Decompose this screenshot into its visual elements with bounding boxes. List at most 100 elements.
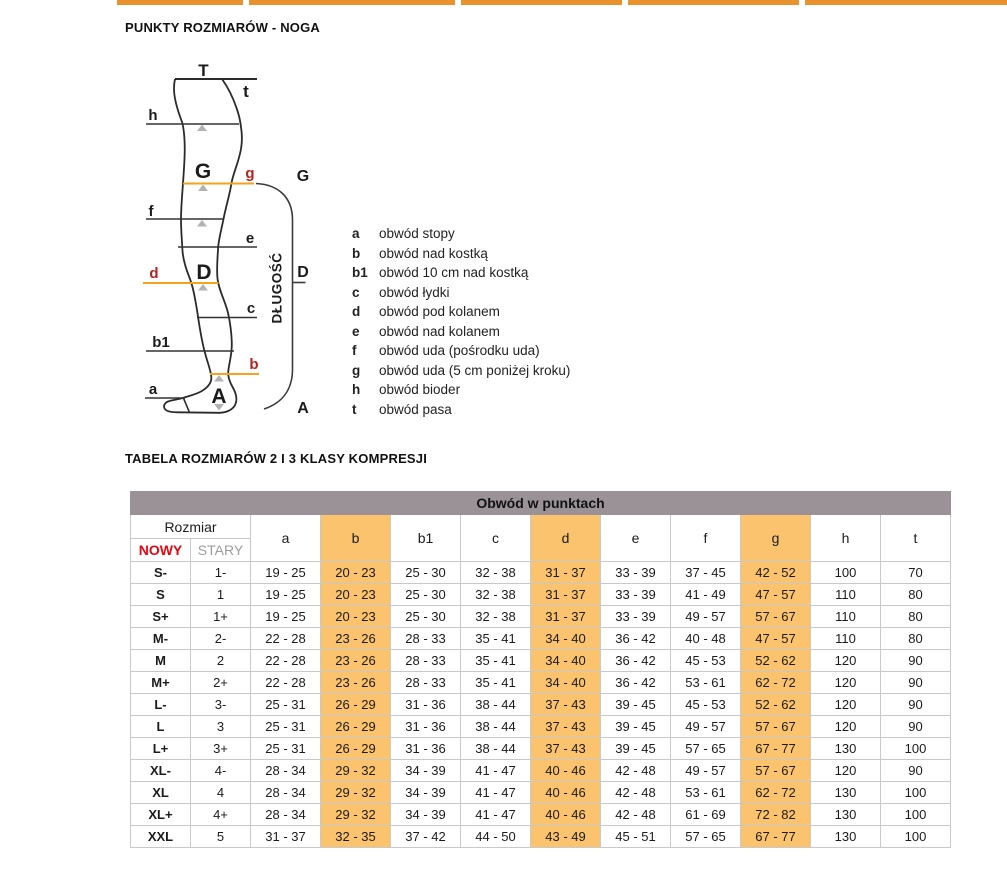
diagram-label-g: g (245, 165, 254, 182)
bracket-label-D: D (297, 264, 309, 281)
diagram-label-e: e (246, 230, 254, 247)
cell-old: 4 (190, 781, 251, 804)
marker-arrow-icon (197, 220, 207, 227)
cell-d: 31 - 37 (530, 561, 601, 584)
legend-text: obwód pasa (379, 401, 452, 417)
bracket-label-A: A (297, 400, 309, 417)
diagram-label-c: c (247, 300, 255, 317)
cell-e: 39 - 45 (600, 715, 671, 738)
cell-a: 19 - 25 (250, 605, 321, 628)
cell-b1: 34 - 39 (390, 759, 461, 782)
cell-e: 33 - 39 (600, 605, 671, 628)
cell-b: 20 - 23 (320, 561, 391, 584)
diagram-label-d: d (149, 265, 158, 282)
marker-arrow-icon (214, 375, 224, 382)
cell-e: 39 - 45 (600, 737, 671, 760)
legend-text: obwód łydki (379, 284, 450, 300)
col-header-e: e (600, 514, 671, 562)
col-header-f: f (670, 514, 741, 562)
cell-b: 29 - 32 (320, 803, 391, 826)
diagram-label-b: b (249, 356, 258, 373)
cell-t: 80 (880, 583, 951, 606)
cell-old: 2+ (190, 671, 251, 694)
cell-b1: 25 - 30 (390, 561, 461, 584)
legend-item: f obwód uda (pośrodku uda) (352, 341, 570, 361)
cell-f: 49 - 57 (670, 605, 741, 628)
cell-t: 100 (880, 737, 951, 760)
cell-old: 4- (190, 759, 251, 782)
cell-e: 36 - 42 (600, 649, 671, 672)
cell-t: 90 (880, 759, 951, 782)
cell-g: 67 - 77 (740, 737, 811, 760)
legend-text: obwód stopy (379, 226, 455, 241)
cell-old: 1 (190, 583, 251, 606)
cell-new: M- (130, 627, 191, 650)
legend-key: t (352, 401, 357, 417)
cell-d: 37 - 43 (530, 693, 601, 716)
legend-key: b (352, 245, 361, 261)
cell-d: 40 - 46 (530, 803, 601, 826)
col-header-old: STARY (190, 538, 251, 562)
page-title: PUNKTY ROZMIARÓW - NOGA (125, 20, 321, 35)
table-row: XL- 4- 28 - 34 29 - 32 34 - 39 41 - 47 40 - 46… (130, 759, 951, 782)
cell-a: 22 - 28 (250, 627, 321, 650)
table-row: S+ 1+ 19 - 25 20 - 23 25 - 30 32 - 38 31 - 37 3… (130, 605, 951, 628)
cell-new: L (130, 715, 191, 738)
group-header: Obwód w punktach (130, 491, 951, 515)
cell-old: 1+ (190, 605, 251, 628)
cell-c: 38 - 44 (460, 693, 531, 716)
legend-text: obwód nad kostką (379, 245, 488, 261)
col-header-g: g (740, 514, 811, 562)
legend-item: t obwód pasa (352, 400, 570, 420)
size-header: Rozmiar (130, 514, 251, 539)
table-row: XXL 5 31 - 37 32 - 35 37 - 42 44 - 50 43 - 49 4… (130, 825, 951, 848)
diagram-label-G-big: G (195, 160, 211, 183)
cell-old: 5 (190, 825, 251, 848)
length-bracket (255, 182, 294, 410)
cell-c: 35 - 41 (460, 649, 531, 672)
cell-h: 130 (810, 781, 881, 804)
diagram-label-A-big: A (211, 385, 226, 408)
nav-strip-segment (805, 0, 1007, 5)
cell-new: S+ (130, 605, 191, 628)
legend-text: obwód nad kolanem (379, 323, 500, 339)
table-row: XL 4 28 - 34 29 - 32 34 - 39 41 - 47 40 - 46 42… (130, 781, 951, 804)
cell-g: 57 - 67 (740, 605, 811, 628)
cell-g: 42 - 52 (740, 561, 811, 584)
cell-g: 62 - 72 (740, 781, 811, 804)
cell-a: 22 - 28 (250, 649, 321, 672)
cell-e: 42 - 48 (600, 759, 671, 782)
table-row: M 2 22 - 28 23 - 26 28 - 33 35 - 41 34 - 40 36 … (130, 649, 951, 672)
diagram-label-b1: b1 (152, 334, 170, 351)
cell-new: XL- (130, 759, 191, 782)
marker-arrow-icon (214, 404, 224, 411)
nav-strip-segment (628, 0, 799, 5)
cell-b: 20 - 23 (320, 583, 391, 606)
leg-diagram: T t h G g f e d D c b1 b a A G D A DŁUGO… (143, 61, 309, 417)
cell-h: 130 (810, 825, 881, 848)
table-title: TABELA ROZMIARÓW 2 I 3 KLASY KOMPRESJI (125, 451, 428, 466)
cell-d: 40 - 46 (530, 759, 601, 782)
cell-b1: 28 - 33 (390, 671, 461, 694)
cell-d: 31 - 37 (530, 605, 601, 628)
cell-t: 80 (880, 627, 951, 650)
table-row: XL+ 4+ 28 - 34 29 - 32 34 - 39 41 - 47 40 - 46… (130, 803, 951, 826)
cell-f: 40 - 48 (670, 627, 741, 650)
cell-d: 37 - 43 (530, 737, 601, 760)
cell-a: 25 - 31 (250, 693, 321, 716)
legend-item: g obwód uda (5 cm poniżej kroku) (352, 361, 570, 381)
cell-t: 100 (880, 781, 951, 804)
cell-b1: 25 - 30 (390, 605, 461, 628)
cell-e: 33 - 39 (600, 583, 671, 606)
cell-c: 38 - 44 (460, 715, 531, 738)
diagram-label-h: h (148, 107, 157, 124)
cell-c: 35 - 41 (460, 671, 531, 694)
cell-new: M+ (130, 671, 191, 694)
cell-f: 45 - 53 (670, 693, 741, 716)
cell-new: L- (130, 693, 191, 716)
cell-h: 120 (810, 693, 881, 716)
toe-cap-line (182, 397, 191, 413)
cell-old: 2- (190, 627, 251, 650)
cell-h: 130 (810, 803, 881, 826)
